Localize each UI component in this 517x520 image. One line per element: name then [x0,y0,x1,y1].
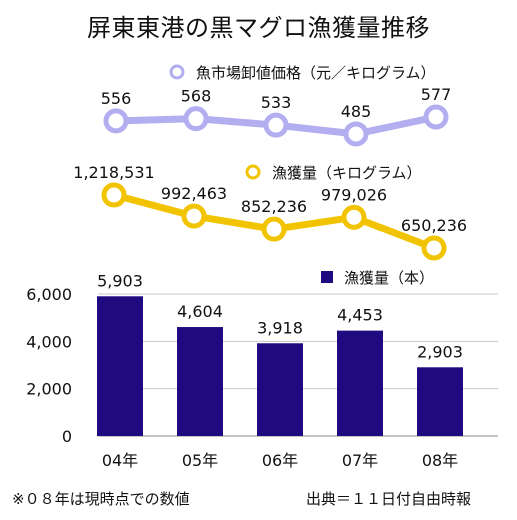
price-point [423,104,449,130]
price-point [183,106,209,132]
bar [97,296,143,436]
bar [417,367,463,436]
price-point [263,112,289,138]
catch-kg-value-label: 992,463 [161,184,227,203]
catch-kg-value-label: 979,026 [321,185,387,204]
legend-label-catch-kg: 漁獲量（キログラム） [272,164,422,182]
x-tick-label: 06年 [262,451,298,470]
catch-kg-value-label: 650,236 [401,216,467,235]
catch-kg-point [421,235,447,261]
y-tick-label: 2,000 [26,380,72,399]
bar-chart: 0 2,000 4,000 6,000 5,903 4,604 3,918 4,453 2,90… [26,269,498,470]
legend-swatch-catch-kg [245,164,261,180]
footnote: ※０８年は現時点での数値 [12,490,190,508]
price-point [103,108,129,134]
price-value-label: 577 [421,85,452,104]
legend-swatch-price [169,64,185,80]
bar [337,330,383,436]
price-value-label: 556 [101,89,132,108]
bar [257,343,303,436]
x-tick-label: 07年 [342,451,378,470]
legend-label-price: 魚市場卸値価格（元／キログラム） [196,64,436,82]
price-value-label: 485 [341,102,372,121]
y-tick-label: 4,000 [26,332,72,351]
catch-kg-point [181,203,207,229]
catch-kg-value-label: 1,218,531 [73,163,154,182]
legend-swatch-catch-count [321,271,333,283]
price-line-chart: 556 568 533 485 577 魚市場卸値価格（元／キログラム） [101,64,452,147]
price-value-label: 533 [261,93,292,112]
y-tick-label: 0 [62,427,72,446]
bar-value-label: 4,453 [337,306,383,325]
price-value-label: 568 [181,87,212,106]
bar-value-label: 2,903 [417,342,463,361]
catch-kg-point [101,182,127,208]
x-tick-label: 04年 [102,451,138,470]
x-tick-label: 05年 [182,451,218,470]
x-tick-label: 08年 [422,451,458,470]
catch-kg-line-chart: 1,218,531 992,463 852,236 979,026 650,236 漁獲量… [73,163,467,261]
price-point [343,121,369,147]
source-note: 出典＝１１日付自由時報 [306,490,472,508]
bar-value-label: 3,918 [257,318,303,337]
legend-label-catch-count: 漁獲量（本） [344,269,434,287]
y-tick-label: 6,000 [26,285,72,304]
catch-kg-value-label: 852,236 [241,197,307,216]
chart-title: 屏東東港の黒マグロ漁獲量推移 [87,14,430,42]
bar-value-label: 5,903 [97,271,143,290]
bar-value-label: 4,604 [177,302,223,321]
bar [177,327,223,436]
catch-kg-point [261,216,287,242]
catch-kg-point [341,204,367,230]
